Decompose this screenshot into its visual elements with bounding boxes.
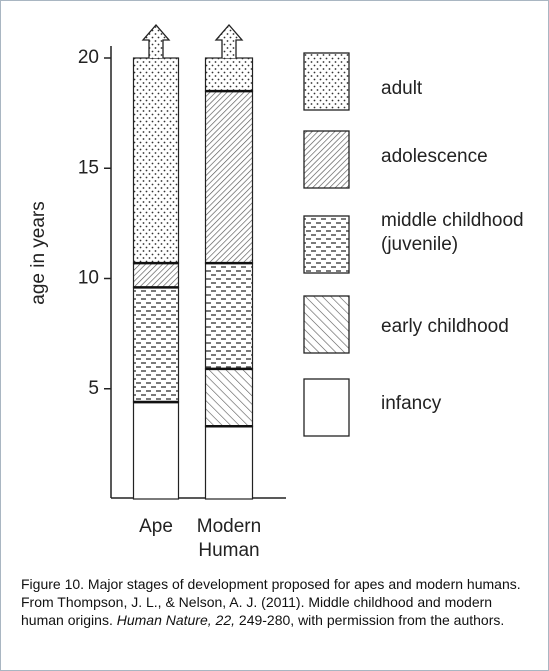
bar-segment xyxy=(132,262,180,288)
bar-segment xyxy=(204,90,254,264)
caption-journal: Human Nature, 22, xyxy=(116,612,236,628)
y-axis-label: age in years xyxy=(28,201,49,305)
continuation-arrow xyxy=(141,24,171,58)
legend-label: middle childhood (juvenile) xyxy=(381,210,524,255)
bar-segment xyxy=(204,262,254,370)
x-tick-label: Ape xyxy=(139,516,173,537)
legend-label: early childhood xyxy=(381,316,509,337)
legend-swatch xyxy=(303,215,350,274)
bar-segment xyxy=(204,368,254,427)
bar-segment xyxy=(132,57,180,264)
y-tick-label: 15 xyxy=(78,157,99,178)
legend-label: adult xyxy=(381,78,423,99)
y-tick-label: 20 xyxy=(78,47,99,68)
y-tick-label: 5 xyxy=(88,378,99,399)
legend-swatch xyxy=(303,130,350,189)
continuation-arrow xyxy=(214,24,244,58)
legend-swatch xyxy=(303,295,350,354)
bar-segment xyxy=(132,286,180,403)
legend-swatch xyxy=(303,378,350,437)
legend-label: adolescence xyxy=(381,146,488,167)
caption: Figure 10. Major stages of development p… xyxy=(21,575,536,629)
caption-text: Figure 10. Major stages of development p… xyxy=(21,576,521,628)
legend-swatch xyxy=(303,52,350,111)
bar-segment xyxy=(204,425,254,500)
bar-segment xyxy=(132,401,180,500)
bar-segment xyxy=(204,57,254,92)
caption-text: 249-280, with permission from the author… xyxy=(235,612,505,628)
y-tick-label: 10 xyxy=(78,268,99,289)
legend-label: infancy xyxy=(381,393,442,414)
x-tick-label: Modern Human xyxy=(196,516,262,561)
